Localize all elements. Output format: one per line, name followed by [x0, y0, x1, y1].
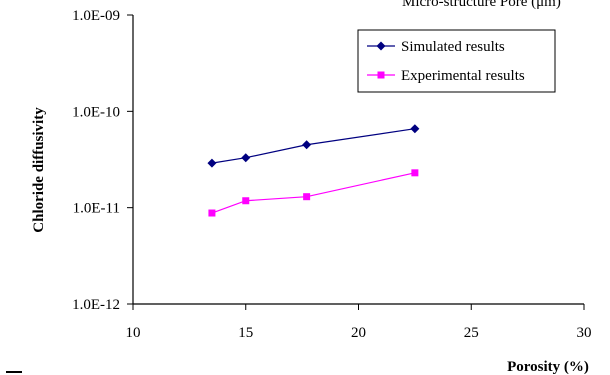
top-cut-text: Micro-structure Pore (μm) [402, 0, 561, 10]
simulated-data-point [241, 153, 251, 163]
y-tick-label: 1.0E-12 [72, 297, 120, 313]
x-tick-label: 10 [126, 325, 141, 341]
legend-simulated-marker [376, 41, 386, 51]
y-tick-label: 1.0E-10 [72, 104, 120, 120]
legend-box [357, 29, 556, 93]
experimental-data-point [303, 193, 311, 201]
experimental-data-point [411, 169, 419, 177]
legend-experimental-label: Experimental results [401, 68, 525, 84]
x-tick-label: 25 [464, 325, 479, 341]
x-tick-label: 20 [351, 325, 366, 341]
experimental-data-point [208, 209, 216, 217]
experimental-data-point [242, 197, 250, 205]
simulated-data-point [302, 140, 312, 150]
legend-group: Simulated results Experimental results [357, 29, 556, 93]
series-group [207, 124, 420, 217]
simulated-series-line [211, 128, 415, 164]
axes-group: 10 15 20 25 30 1.0E-12 1.0E-11 1.0E-10 1.0E-09 [72, 8, 591, 341]
simulated-data-point [410, 124, 420, 134]
x-tick-label: 15 [238, 325, 253, 341]
legend-simulated-label: Simulated results [401, 39, 505, 55]
x-axis-label: Porosity (%) [507, 359, 589, 375]
y-tick-label: 1.0E-09 [72, 8, 120, 24]
legend-experimental-marker [377, 71, 385, 79]
y-axis-label: Chloride diffusivity [31, 107, 47, 233]
x-tick-label: 30 [577, 325, 592, 341]
experimental-series-line [211, 172, 416, 214]
simulated-data-point [207, 158, 217, 168]
y-tick-label: 1.0E-11 [73, 201, 120, 217]
corner-mark [6, 371, 22, 373]
